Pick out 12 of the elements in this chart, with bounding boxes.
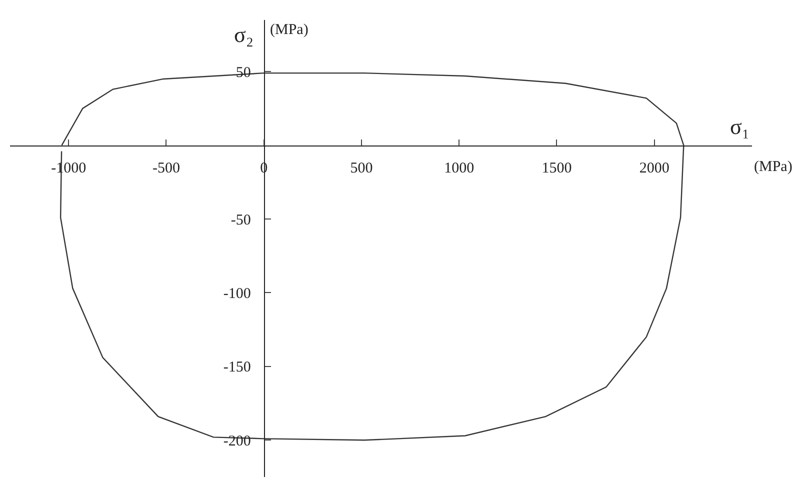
annotation: (MPa) xyxy=(270,22,308,38)
y-tick-label: -150 xyxy=(223,360,251,376)
x-axis-title: σ₁ xyxy=(730,114,750,139)
x-tick-label: 500 xyxy=(350,160,373,176)
x-tick-label: 1000 xyxy=(444,160,474,176)
x-tick-label: -500 xyxy=(152,160,180,176)
text: (MPa) xyxy=(754,159,792,175)
x-tick-label: 2000 xyxy=(639,160,670,176)
y-tick-label: -100 xyxy=(223,286,251,302)
x-tick-label: 1500 xyxy=(542,160,572,176)
y-axis-title: σ₂ xyxy=(234,22,254,47)
y-tick-label: -50 xyxy=(230,212,251,228)
